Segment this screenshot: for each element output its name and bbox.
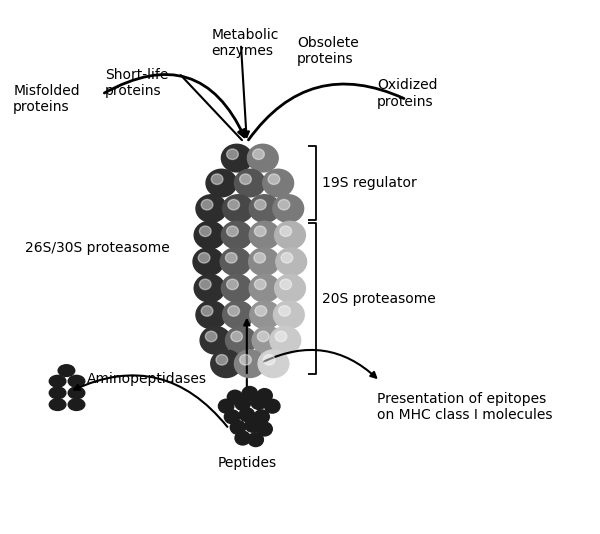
Circle shape (199, 226, 211, 237)
Text: Presentation of epitopes
on MHC class I molecules: Presentation of epitopes on MHC class I … (377, 392, 553, 422)
Circle shape (249, 274, 280, 302)
Text: Metabolic
enzymes: Metabolic enzymes (211, 28, 279, 58)
Ellipse shape (68, 387, 85, 399)
Text: 20S proteasome: 20S proteasome (322, 292, 436, 305)
Circle shape (273, 195, 304, 222)
Circle shape (275, 274, 305, 302)
Circle shape (193, 248, 224, 276)
Circle shape (275, 221, 305, 249)
Circle shape (248, 433, 263, 446)
Circle shape (263, 169, 293, 197)
Circle shape (278, 200, 290, 210)
Circle shape (251, 396, 266, 410)
Circle shape (278, 305, 290, 316)
Circle shape (276, 248, 307, 276)
Circle shape (235, 397, 250, 411)
Circle shape (194, 274, 225, 302)
Circle shape (206, 169, 237, 197)
Circle shape (211, 174, 223, 184)
Text: Misfolded
proteins: Misfolded proteins (13, 84, 80, 114)
Circle shape (254, 279, 266, 289)
Circle shape (249, 221, 280, 249)
Circle shape (280, 226, 292, 237)
Circle shape (235, 350, 265, 378)
Circle shape (221, 144, 252, 172)
Circle shape (235, 169, 265, 197)
Circle shape (216, 355, 227, 365)
Circle shape (255, 305, 267, 316)
Text: 26S/30S proteasome: 26S/30S proteasome (25, 241, 170, 255)
Circle shape (226, 253, 237, 263)
Circle shape (242, 387, 257, 400)
Ellipse shape (49, 387, 66, 399)
Circle shape (201, 200, 213, 210)
Circle shape (196, 301, 227, 328)
Circle shape (274, 301, 304, 328)
Text: Peptides: Peptides (217, 456, 277, 469)
Text: Short-life
proteins: Short-life proteins (105, 68, 168, 98)
Circle shape (198, 253, 210, 263)
Ellipse shape (58, 365, 75, 376)
Ellipse shape (68, 399, 85, 411)
Ellipse shape (49, 399, 66, 411)
Circle shape (257, 422, 272, 436)
Circle shape (196, 195, 227, 222)
Circle shape (221, 221, 252, 249)
Circle shape (258, 350, 289, 378)
FancyArrowPatch shape (248, 84, 404, 140)
Circle shape (228, 305, 239, 316)
Circle shape (248, 248, 280, 276)
Circle shape (247, 144, 278, 172)
Circle shape (221, 274, 252, 302)
Text: Oxidized
proteins: Oxidized proteins (377, 78, 437, 108)
Circle shape (224, 410, 240, 423)
Circle shape (200, 326, 231, 354)
Circle shape (252, 326, 283, 354)
Ellipse shape (49, 375, 66, 387)
Circle shape (227, 226, 238, 237)
Circle shape (226, 326, 256, 354)
Circle shape (199, 279, 211, 289)
Circle shape (235, 431, 250, 445)
Circle shape (275, 331, 287, 342)
Ellipse shape (68, 375, 85, 387)
Circle shape (231, 331, 242, 342)
Circle shape (254, 410, 269, 423)
Circle shape (227, 279, 238, 289)
Circle shape (250, 301, 281, 328)
Circle shape (280, 279, 292, 289)
Circle shape (230, 420, 245, 434)
Text: Aminopeptidases: Aminopeptidases (87, 372, 207, 386)
Circle shape (218, 399, 234, 413)
Circle shape (254, 253, 266, 263)
Circle shape (263, 355, 275, 365)
Circle shape (211, 350, 242, 378)
Circle shape (194, 221, 225, 249)
Circle shape (270, 326, 301, 354)
Circle shape (228, 200, 239, 210)
Circle shape (281, 253, 293, 263)
Circle shape (257, 389, 272, 403)
Circle shape (220, 248, 251, 276)
Circle shape (249, 195, 280, 222)
Circle shape (257, 331, 269, 342)
Circle shape (253, 149, 265, 160)
Text: Obsolete
proteins: Obsolete proteins (297, 36, 359, 66)
Circle shape (227, 390, 242, 404)
Circle shape (205, 331, 217, 342)
Circle shape (239, 408, 254, 421)
Circle shape (239, 355, 251, 365)
Circle shape (223, 195, 253, 222)
Circle shape (268, 174, 280, 184)
Circle shape (201, 305, 213, 316)
Text: 19S regulator: 19S regulator (322, 176, 417, 190)
Circle shape (265, 399, 280, 413)
Circle shape (254, 200, 266, 210)
Circle shape (245, 419, 260, 432)
Circle shape (254, 226, 266, 237)
Circle shape (239, 174, 251, 184)
Circle shape (227, 149, 238, 160)
Circle shape (223, 301, 253, 328)
